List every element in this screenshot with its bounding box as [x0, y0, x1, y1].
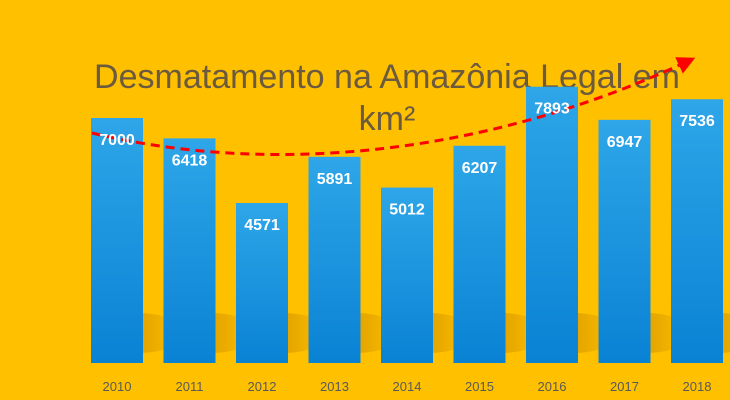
- bar-2013: [308, 156, 361, 363]
- chart-title-line-2: km²: [359, 100, 416, 138]
- data-label-2017: 6947: [607, 134, 643, 151]
- data-label-2018: 7536: [679, 113, 715, 130]
- bar-2016: [526, 86, 578, 364]
- x-tick-2012: 2012: [248, 379, 277, 394]
- trend-line-group: [91, 57, 696, 156]
- bar-2010: [91, 118, 143, 363]
- x-tick-2011: 2011: [176, 379, 204, 394]
- data-label-2015: 6207: [462, 160, 498, 177]
- x-tick-2015: 2015: [465, 379, 494, 394]
- x-tick-2014: 2014: [393, 379, 422, 394]
- x-axis-tick-labels: 2010 2011 2012 2013 2014 2015 2016 2017 2018: [103, 379, 712, 394]
- data-label-2011: 6418: [172, 152, 208, 169]
- x-tick-2018: 2018: [683, 379, 712, 394]
- data-label-2012: 4571: [244, 217, 280, 234]
- chart-title-line-1: Desmatamento na Amazônia Legal em: [94, 58, 680, 96]
- x-tick-2013: 2013: [320, 379, 349, 394]
- data-label-2010: 7000: [99, 132, 135, 149]
- bar-2017: [598, 119, 651, 363]
- bars: [91, 86, 723, 364]
- data-labels: 7000 6418 4571 5891 5012 6207 7893 6947 7536: [99, 101, 715, 234]
- data-label-2013: 5891: [317, 171, 353, 188]
- data-label-2016: 7893: [534, 101, 570, 118]
- bar-2018: [671, 99, 723, 364]
- data-label-2014: 5012: [389, 202, 425, 219]
- bar-2012: [236, 203, 288, 363]
- bar-2014: [381, 187, 433, 363]
- trend-line: [91, 57, 696, 156]
- x-tick-2010: 2010: [103, 379, 132, 394]
- x-tick-2017: 2017: [610, 379, 639, 394]
- bar-2011: [163, 138, 216, 363]
- x-tick-2016: 2016: [538, 379, 567, 394]
- bar-2015: [453, 145, 506, 363]
